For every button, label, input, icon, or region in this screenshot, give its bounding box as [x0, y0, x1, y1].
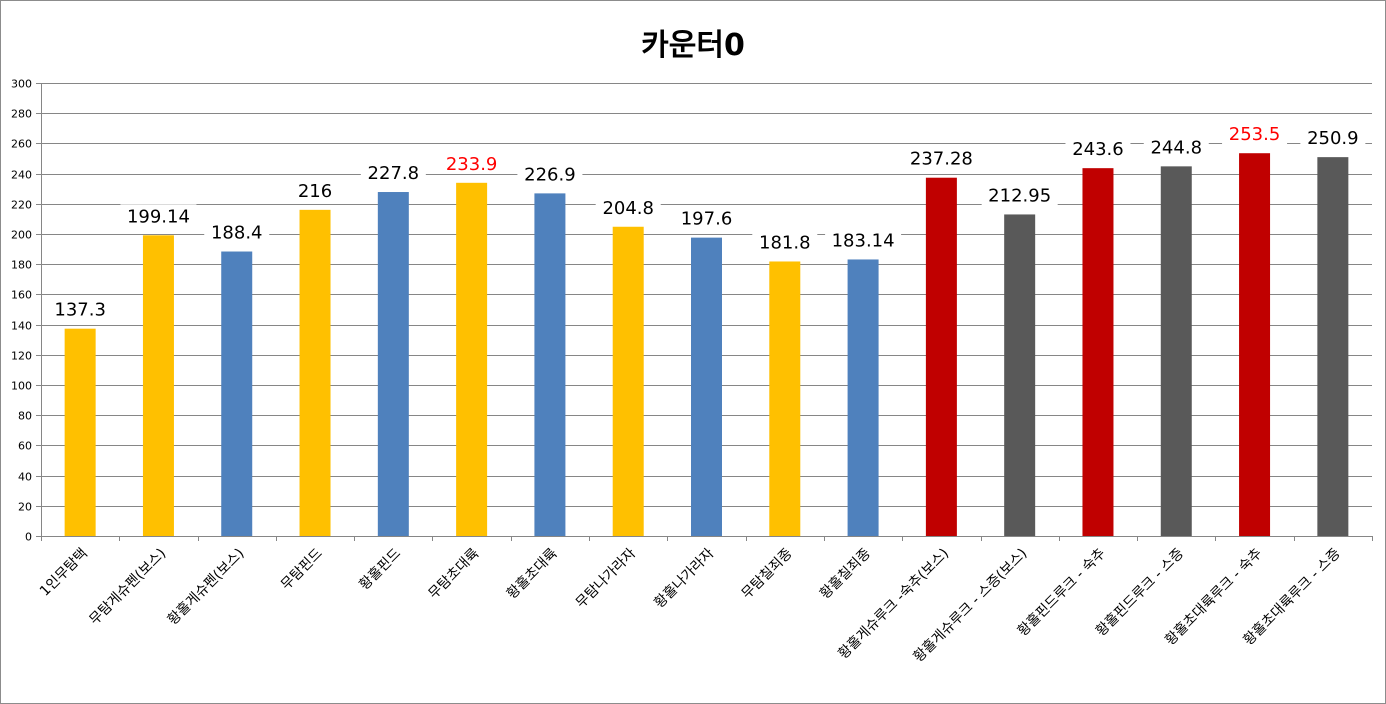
data-label: 183.14	[832, 230, 895, 251]
bar	[377, 192, 409, 536]
bar	[612, 226, 644, 536]
data-label-background	[752, 230, 818, 253]
y-tick-label: 200	[11, 229, 32, 242]
data-label-background	[595, 195, 661, 218]
data-label-background	[1143, 135, 1209, 158]
bar	[691, 237, 722, 536]
data-label: 181.8	[759, 232, 811, 253]
y-tick-label: 160	[11, 289, 32, 302]
data-label: 199.14	[127, 206, 190, 227]
y-tick-label: 120	[11, 350, 32, 363]
x-tick-label: 1인무탐택	[37, 546, 91, 600]
y-tick-label: 220	[11, 199, 32, 212]
bar	[1004, 214, 1036, 536]
bar	[1160, 166, 1192, 537]
y-tick-label: 60	[18, 440, 32, 453]
data-label: 237.28	[910, 149, 973, 170]
x-tick-label: 무탐게슈펜(보스)	[86, 546, 169, 629]
data-label: 227.8	[368, 163, 420, 184]
y-tick-labels: 0 20 40 60 80 100 120 140 160 180 200 220 240 260 280 3…	[11, 78, 32, 544]
bar	[299, 209, 331, 536]
bar	[142, 235, 174, 537]
bars	[64, 153, 1349, 537]
data-label: 226.9	[524, 164, 576, 185]
y-tick-label: 80	[18, 410, 32, 423]
bar	[456, 182, 488, 536]
data-label: 197.6	[681, 209, 733, 230]
data-label-background	[825, 228, 902, 251]
y-tick-label: 20	[18, 501, 32, 514]
data-label: 243.6	[1072, 139, 1124, 160]
data-label: 233.9	[446, 154, 498, 175]
x-tick-label: 황홀게슈펜(보스)	[165, 546, 248, 629]
y-tick-label: 100	[11, 380, 32, 393]
bar	[847, 259, 879, 536]
chart-title: 카운터0	[641, 28, 745, 63]
y-tick-label: 240	[11, 169, 32, 182]
data-label: 250.9	[1307, 128, 1359, 149]
x-tick-label: 황홀초대륙	[504, 545, 561, 602]
data-label-background	[981, 183, 1058, 206]
data-label-background	[47, 297, 113, 320]
y-tick-label: 260	[11, 138, 32, 151]
bar	[221, 251, 253, 537]
axes	[36, 83, 1373, 541]
data-label: 137.3	[54, 300, 106, 321]
y-tick-label: 300	[11, 78, 32, 91]
y-tick-label: 0	[25, 531, 32, 544]
data-label-background	[120, 204, 197, 227]
data-label-background	[204, 220, 270, 243]
x-tick-label: 황홀칠죄종	[817, 545, 874, 602]
bar	[534, 193, 566, 537]
bar	[769, 261, 801, 536]
y-tick-label: 40	[18, 471, 32, 484]
x-tick-label: 무탐초대륙	[426, 545, 483, 602]
data-label: 212.95	[988, 185, 1051, 206]
data-label: 244.8	[1150, 137, 1202, 158]
data-label-background	[1065, 137, 1131, 160]
x-tick-label: 황홀핀드	[356, 545, 404, 593]
data-label-background	[360, 161, 426, 184]
data-labels: 137.3 199.14 188.4 216 227.8 233.9 226.9 204.8 1…	[47, 122, 1366, 321]
x-tick-label: 무탐칠죄종	[739, 545, 796, 602]
y-tick-label: 140	[11, 320, 32, 333]
data-label-background	[903, 146, 980, 169]
data-label-background	[517, 162, 583, 185]
data-label: 188.4	[211, 223, 263, 244]
x-tick-label: 황홀나가라자	[651, 545, 717, 611]
data-label-background	[1300, 126, 1366, 149]
bar	[1239, 153, 1271, 536]
bar	[925, 177, 957, 536]
data-label-background	[439, 151, 505, 174]
data-label-background	[674, 206, 739, 229]
data-label-background	[293, 178, 337, 201]
data-label: 216	[298, 181, 332, 202]
data-label: 204.8	[602, 198, 654, 219]
y-tick-label: 280	[11, 108, 32, 121]
data-label: 253.5	[1229, 124, 1281, 145]
bar	[1317, 157, 1349, 537]
y-tick-label: 180	[11, 259, 32, 272]
x-tick-label: 무탐나가라자	[573, 545, 639, 611]
bar	[64, 328, 96, 536]
x-tick-label: 무탐핀드	[278, 545, 326, 593]
bar	[1082, 168, 1114, 536]
data-label-background	[1222, 122, 1288, 145]
